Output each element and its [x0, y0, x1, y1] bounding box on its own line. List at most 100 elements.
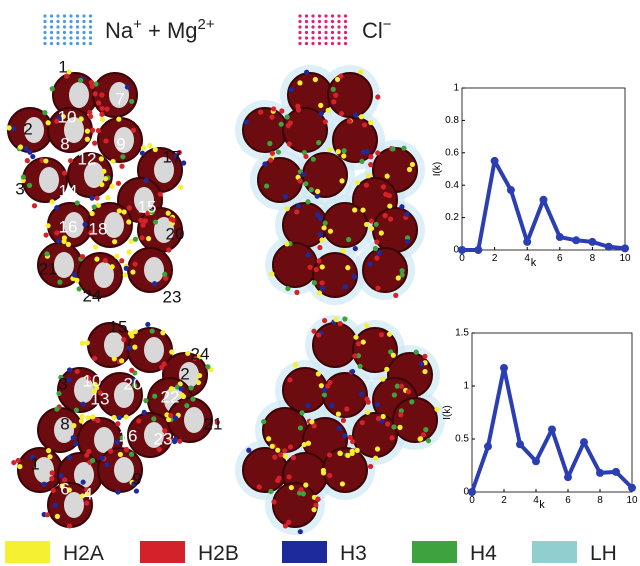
ion-swatch-dot [43, 25, 47, 29]
histone-tail [49, 86, 55, 92]
histone-tail [112, 239, 118, 245]
nucleosome-label: 24 [83, 286, 102, 305]
histone-tail [322, 317, 328, 324]
histone-tail [368, 119, 374, 126]
histone-tail [132, 236, 139, 242]
histone-tail [61, 238, 67, 245]
legend-label: H2A [63, 542, 104, 565]
histone-tail [334, 76, 341, 82]
histone-tail [378, 230, 384, 236]
histone-tail [353, 334, 359, 340]
nucleosome-label: 16 [119, 426, 138, 445]
data-point [548, 425, 556, 434]
histone-tail [341, 148, 347, 154]
histone-tail [339, 481, 346, 487]
nucleosome-label: 12 [78, 149, 97, 168]
histone-tail [84, 452, 90, 458]
histone-tail [315, 332, 322, 338]
histone-tail [140, 222, 146, 228]
histone-tail [172, 415, 179, 421]
data-point [596, 468, 604, 477]
ion-swatch-dot [337, 14, 341, 18]
histone-tail [330, 86, 336, 92]
histone-tail [23, 146, 29, 152]
histone-tail [178, 184, 184, 190]
histone-tail [11, 125, 17, 132]
histone-tail [152, 219, 159, 225]
histone-tail [82, 221, 88, 228]
histone-tail [303, 181, 309, 187]
histone-tail [314, 193, 320, 199]
histone-tail [131, 481, 137, 487]
nucleosome-core [24, 117, 44, 143]
histone-tail [128, 451, 135, 457]
nucleosome-core [54, 417, 74, 443]
nucleosome-label: 22 [161, 387, 180, 406]
histone-tail [344, 406, 350, 412]
histone-tail [434, 406, 440, 412]
y-tick-label: 0 [453, 245, 459, 256]
ion-legend-label: Cl− [362, 16, 392, 43]
nucleosome-core [84, 162, 104, 188]
data-point [516, 440, 524, 449]
histone-tail [325, 383, 331, 389]
histone-tail [363, 221, 370, 228]
histone-tail [84, 487, 90, 493]
histone-tail [338, 110, 345, 117]
histone-tail [156, 446, 162, 453]
histone-tail [267, 140, 273, 147]
histone-tail [119, 358, 125, 364]
histone-tail [360, 339, 366, 345]
histone-tail [178, 386, 184, 392]
histone-tail [74, 200, 80, 206]
ion-swatch-dot [56, 19, 60, 24]
histone-tail [321, 392, 328, 398]
nucleosome-label: 8 [60, 414, 69, 433]
histone-tail [294, 289, 300, 295]
nucleosome-label: 23 [163, 287, 182, 306]
ion-swatch-dot [337, 30, 341, 35]
histone-tail [168, 386, 175, 392]
histone-tail [358, 69, 364, 75]
histone-tail [409, 161, 416, 168]
histone-tail [132, 382, 138, 389]
histone-tail [62, 477, 68, 483]
histone-tail [292, 362, 299, 368]
histone-tail [101, 168, 107, 174]
histone-tail [341, 153, 347, 159]
ion-swatch-dot [337, 36, 341, 40]
histone-tail [45, 120, 51, 126]
label-part: Na [105, 18, 134, 43]
histone-tail [94, 195, 100, 201]
histone-tail [322, 119, 328, 125]
histone-tail [297, 178, 303, 184]
histone-tail [89, 83, 95, 90]
histone-tail [121, 336, 127, 343]
histone-tail [294, 209, 300, 215]
ion-swatch-dot [62, 25, 67, 29]
histone-tail [340, 248, 346, 254]
histone-tail [143, 177, 149, 183]
histone-tail [425, 438, 432, 444]
ion-swatch-dot [88, 19, 93, 24]
histone-tail [54, 406, 60, 412]
y-tick-label: 0.8 [445, 115, 459, 126]
nucleosome-core [94, 427, 114, 453]
histone-tail [262, 161, 268, 167]
ion-swatch-dot [56, 25, 60, 29]
histone-tail [404, 235, 411, 241]
legend-swatch [532, 541, 577, 563]
histone-tail [196, 354, 203, 360]
ion-swatch-dot [88, 36, 93, 40]
histone-tail [126, 219, 132, 225]
histone-tail [65, 241, 72, 247]
histone-tail [108, 448, 114, 454]
histone-tail [329, 402, 335, 409]
histone-tail [404, 211, 410, 217]
nucleosome-label: 3 [15, 179, 24, 198]
histone-tail [114, 439, 120, 445]
histone-tail [67, 158, 74, 164]
nucleosome-label: 13 [91, 389, 110, 408]
nucleosome-label: 16 [59, 217, 78, 236]
x-tick-label: 10 [619, 253, 631, 264]
